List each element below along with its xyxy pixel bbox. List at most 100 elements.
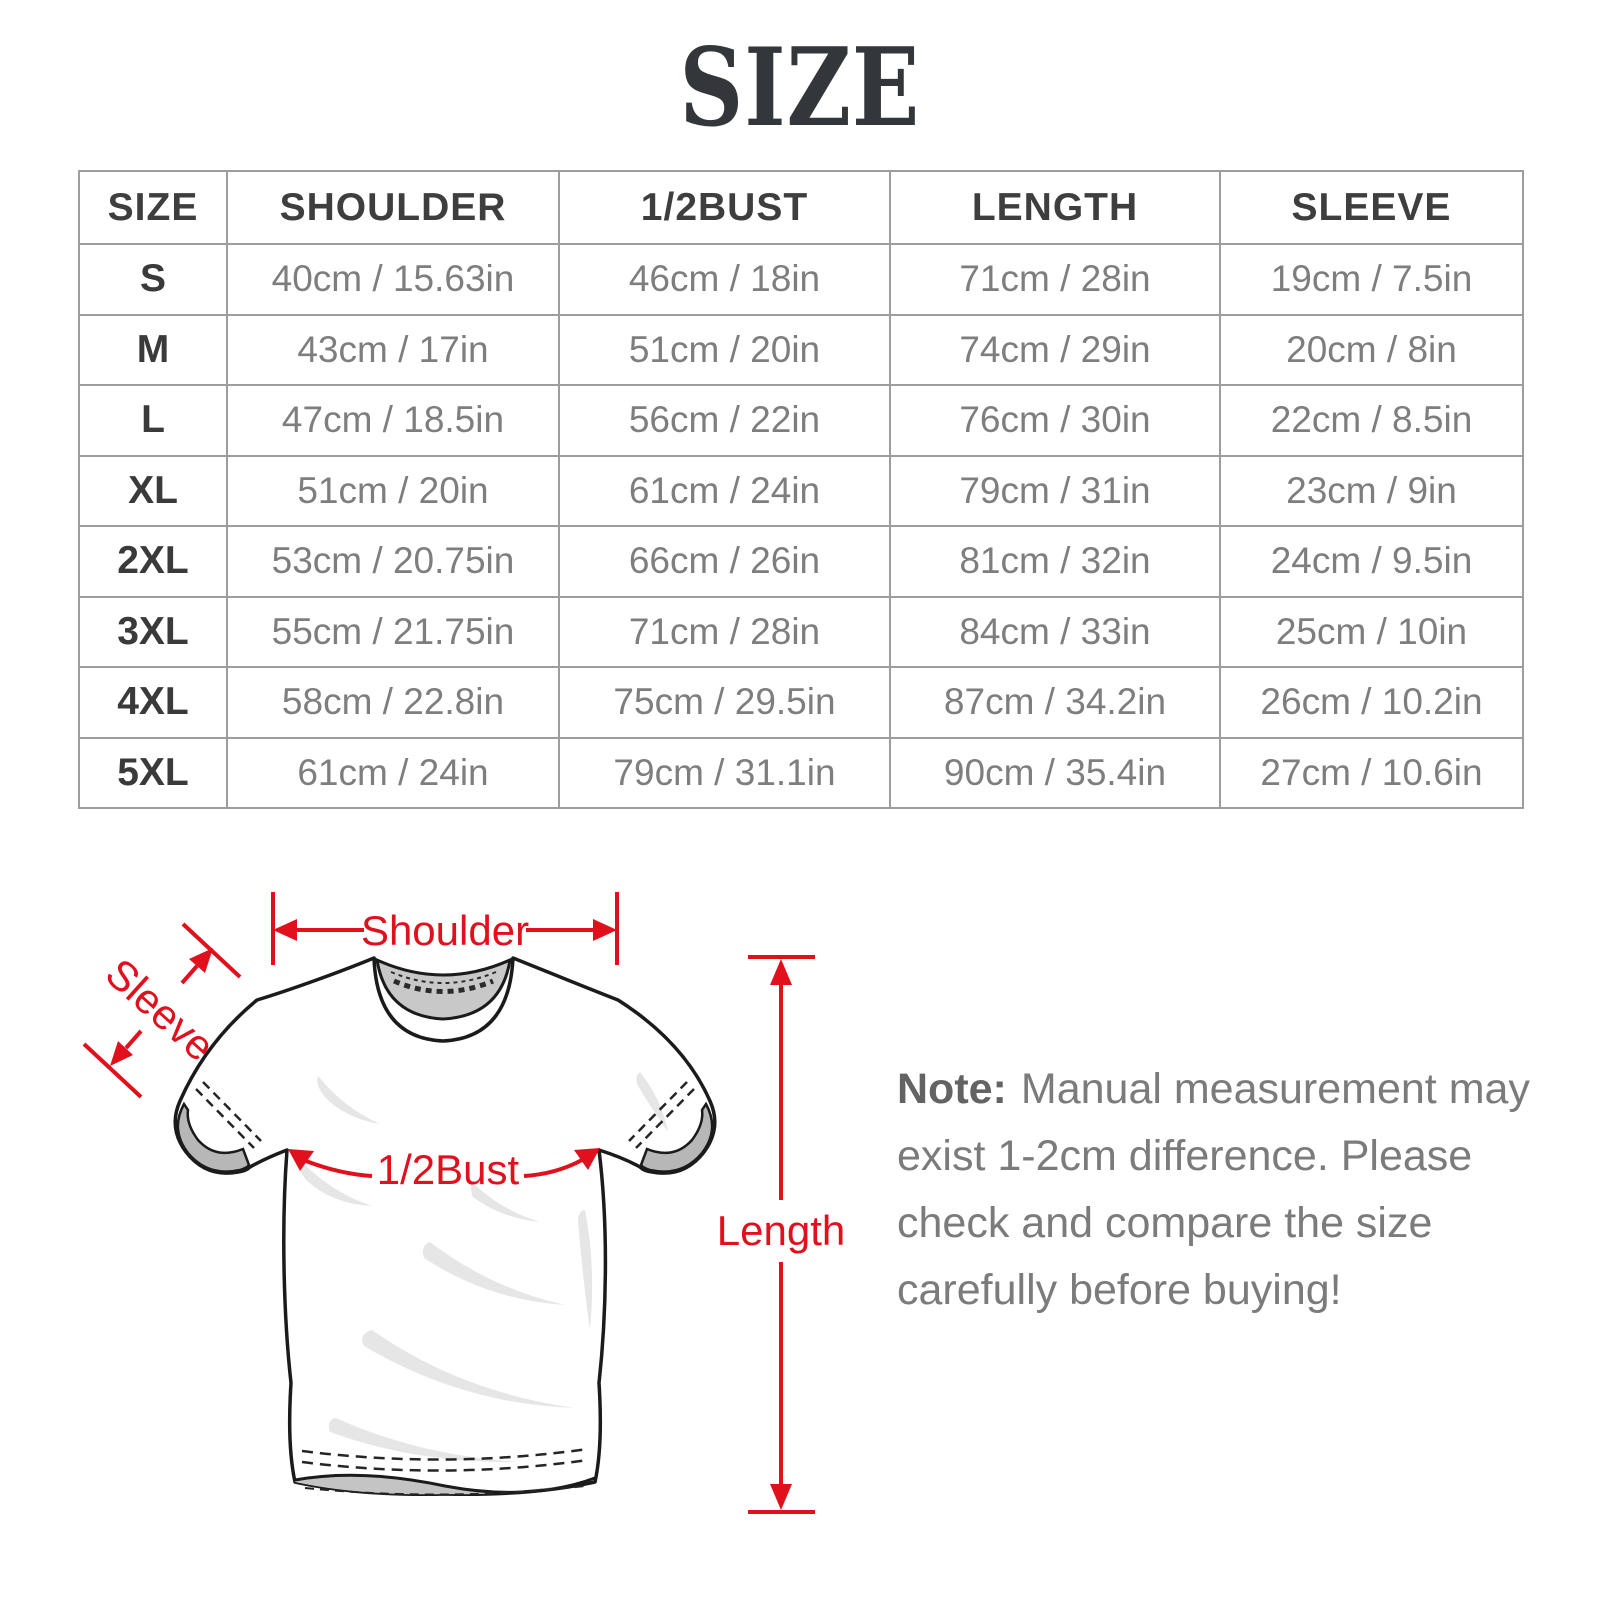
value-cell: 66cm / 26in — [558, 525, 891, 598]
length-arrowhead-down — [770, 1484, 792, 1510]
value-cell: 56cm / 22in — [558, 384, 891, 457]
table-row: 5XL 61cm / 24in 79cm / 31.1in 90cm / 35.… — [78, 736, 1524, 809]
table-row: 3XL 55cm / 21.75in 71cm / 28in 84cm / 33… — [78, 595, 1524, 668]
value-cell: 61cm / 24in — [226, 736, 560, 809]
bust-arrow-line-right — [523, 1158, 583, 1178]
bust-arrowhead-left — [288, 1149, 314, 1171]
header-cell-shoulder: SHOULDER — [226, 170, 560, 245]
collar-tape-stitch-thin — [390, 971, 497, 984]
length-measure: Length — [717, 955, 845, 1514]
note-text: Note: Manual measurement may exist 1-2cm … — [897, 1056, 1545, 1324]
left-cuff-stitch — [202, 1081, 262, 1142]
page-title: SIZE — [0, 34, 1600, 142]
note-line: Note: Manual measurement may — [897, 1056, 1545, 1123]
header-cell-bust: 1/2BUST — [558, 170, 891, 245]
sleeve-arrowhead-upper — [189, 948, 213, 973]
table-row: XL 51cm / 20in 61cm / 24in 79cm / 31in 2… — [78, 454, 1524, 527]
size-cell: XL — [78, 454, 228, 527]
value-cell: 81cm / 32in — [889, 525, 1221, 598]
table-row: 4XL 58cm / 22.8in 75cm / 29.5in 87cm / 3… — [78, 666, 1524, 739]
value-cell: 19cm / 7.5in — [1219, 243, 1524, 316]
bust-label: 1/2Bust — [377, 1146, 520, 1193]
size-cell: L — [78, 384, 228, 457]
size-cell: 5XL — [78, 736, 228, 809]
value-cell: 40cm / 15.63in — [226, 243, 560, 316]
right-cuff-stitch — [628, 1081, 688, 1142]
note-line: carefully before buying! — [897, 1266, 1342, 1314]
table-row: L 47cm / 18.5in 56cm / 22in 76cm / 30in … — [78, 384, 1524, 457]
shoulder-arrowhead-left — [273, 919, 297, 941]
value-cell: 27cm / 10.6in — [1219, 736, 1524, 809]
hem-stitch-row-inner — [304, 1485, 586, 1496]
header-cell-size: SIZE — [78, 170, 228, 245]
length-label: Length — [717, 1207, 845, 1254]
size-table: SIZE SHOULDER 1/2BUST LENGTH SLEEVE S 40… — [78, 170, 1524, 809]
right-cuff — [639, 1101, 714, 1173]
value-cell: 53cm / 20.75in — [226, 525, 560, 598]
tshirt-outline — [173, 956, 717, 1496]
shoulder-arrowhead-right — [593, 919, 617, 941]
sleeve-arrow-line-lower — [124, 1029, 143, 1050]
shoulder-label: Shoulder — [361, 907, 529, 954]
value-cell: 47cm / 18.5in — [226, 384, 560, 457]
size-cell: 3XL — [78, 595, 228, 668]
note-line-text: Manual measurement may — [1020, 1065, 1530, 1113]
size-cell: 4XL — [78, 666, 228, 739]
table-row: M 43cm / 17in 51cm / 20in 74cm / 29in 20… — [78, 313, 1524, 386]
sleeve-arrowhead-lower — [110, 1041, 133, 1066]
right-cuff-stitch — [635, 1088, 695, 1149]
bust-arrowhead-right — [574, 1148, 600, 1170]
size-cell: S — [78, 243, 228, 316]
value-cell: 75cm / 29.5in — [558, 666, 891, 739]
note-line: check and compare the size — [897, 1199, 1433, 1247]
value-cell: 51cm / 20in — [558, 313, 891, 386]
value-cell: 23cm / 9in — [1219, 454, 1524, 527]
value-cell: 51cm / 20in — [226, 454, 560, 527]
header-cell-length: LENGTH — [889, 170, 1221, 245]
value-cell: 87cm / 34.2in — [889, 666, 1221, 739]
value-cell: 84cm / 33in — [889, 595, 1221, 668]
value-cell: 46cm / 18in — [558, 243, 891, 316]
value-cell: 61cm / 24in — [558, 454, 891, 527]
header-cell-sleeve: SLEEVE — [1219, 170, 1524, 245]
size-cell: M — [78, 313, 228, 386]
sleeve-tick-lower — [82, 1042, 143, 1099]
sleeve-arrow-line-upper — [180, 964, 199, 985]
hem-lip — [295, 1475, 595, 1495]
value-cell: 79cm / 31in — [889, 454, 1221, 527]
value-cell: 22cm / 8.5in — [1219, 384, 1524, 457]
value-cell: 76cm / 30in — [889, 384, 1221, 457]
value-cell: 71cm / 28in — [558, 595, 891, 668]
measurement-diagram: Shoulder Sleeve 1/2Bust Lengt — [82, 892, 845, 1514]
bust-measure: 1/2Bust — [288, 1146, 600, 1193]
collar-inner — [375, 957, 512, 1021]
value-cell: 20cm / 8in — [1219, 313, 1524, 386]
collar-tape-stitch — [393, 978, 494, 994]
tshirt-graphic — [173, 956, 717, 1496]
value-cell: 79cm / 31.1in — [558, 736, 891, 809]
value-cell: 55cm / 21.75in — [226, 595, 560, 668]
note-label: Note: — [897, 1065, 1007, 1113]
value-cell: 25cm / 10in — [1219, 595, 1524, 668]
value-cell: 24cm / 9.5in — [1219, 525, 1524, 598]
shoulder-measure: Shoulder — [271, 892, 619, 965]
hem-stitch-row — [301, 1447, 589, 1461]
table-header-row: SIZE SHOULDER 1/2BUST LENGTH SLEEVE — [78, 170, 1524, 245]
value-cell: 43cm / 17in — [226, 313, 560, 386]
bust-arrow-line-left — [305, 1159, 373, 1178]
table-row: 2XL 53cm / 20.75in 66cm / 26in 81cm / 32… — [78, 525, 1524, 598]
size-cell: 2XL — [78, 525, 228, 598]
value-cell: 71cm / 28in — [889, 243, 1221, 316]
left-cuff — [176, 1101, 251, 1173]
note-line: exist 1-2cm difference. Please — [897, 1132, 1473, 1180]
page-title-text: SIZE — [679, 25, 921, 151]
length-arrowhead-up — [770, 959, 792, 985]
value-cell: 74cm / 29in — [889, 313, 1221, 386]
value-cell: 58cm / 22.8in — [226, 666, 560, 739]
hem-stitch-row — [301, 1458, 589, 1472]
fabric-wrinkles — [297, 1072, 668, 1463]
table-row: S 40cm / 15.63in 46cm / 18in 71cm / 28in… — [78, 243, 1524, 316]
value-cell: 26cm / 10.2in — [1219, 666, 1524, 739]
left-cuff-stitch — [195, 1088, 255, 1149]
